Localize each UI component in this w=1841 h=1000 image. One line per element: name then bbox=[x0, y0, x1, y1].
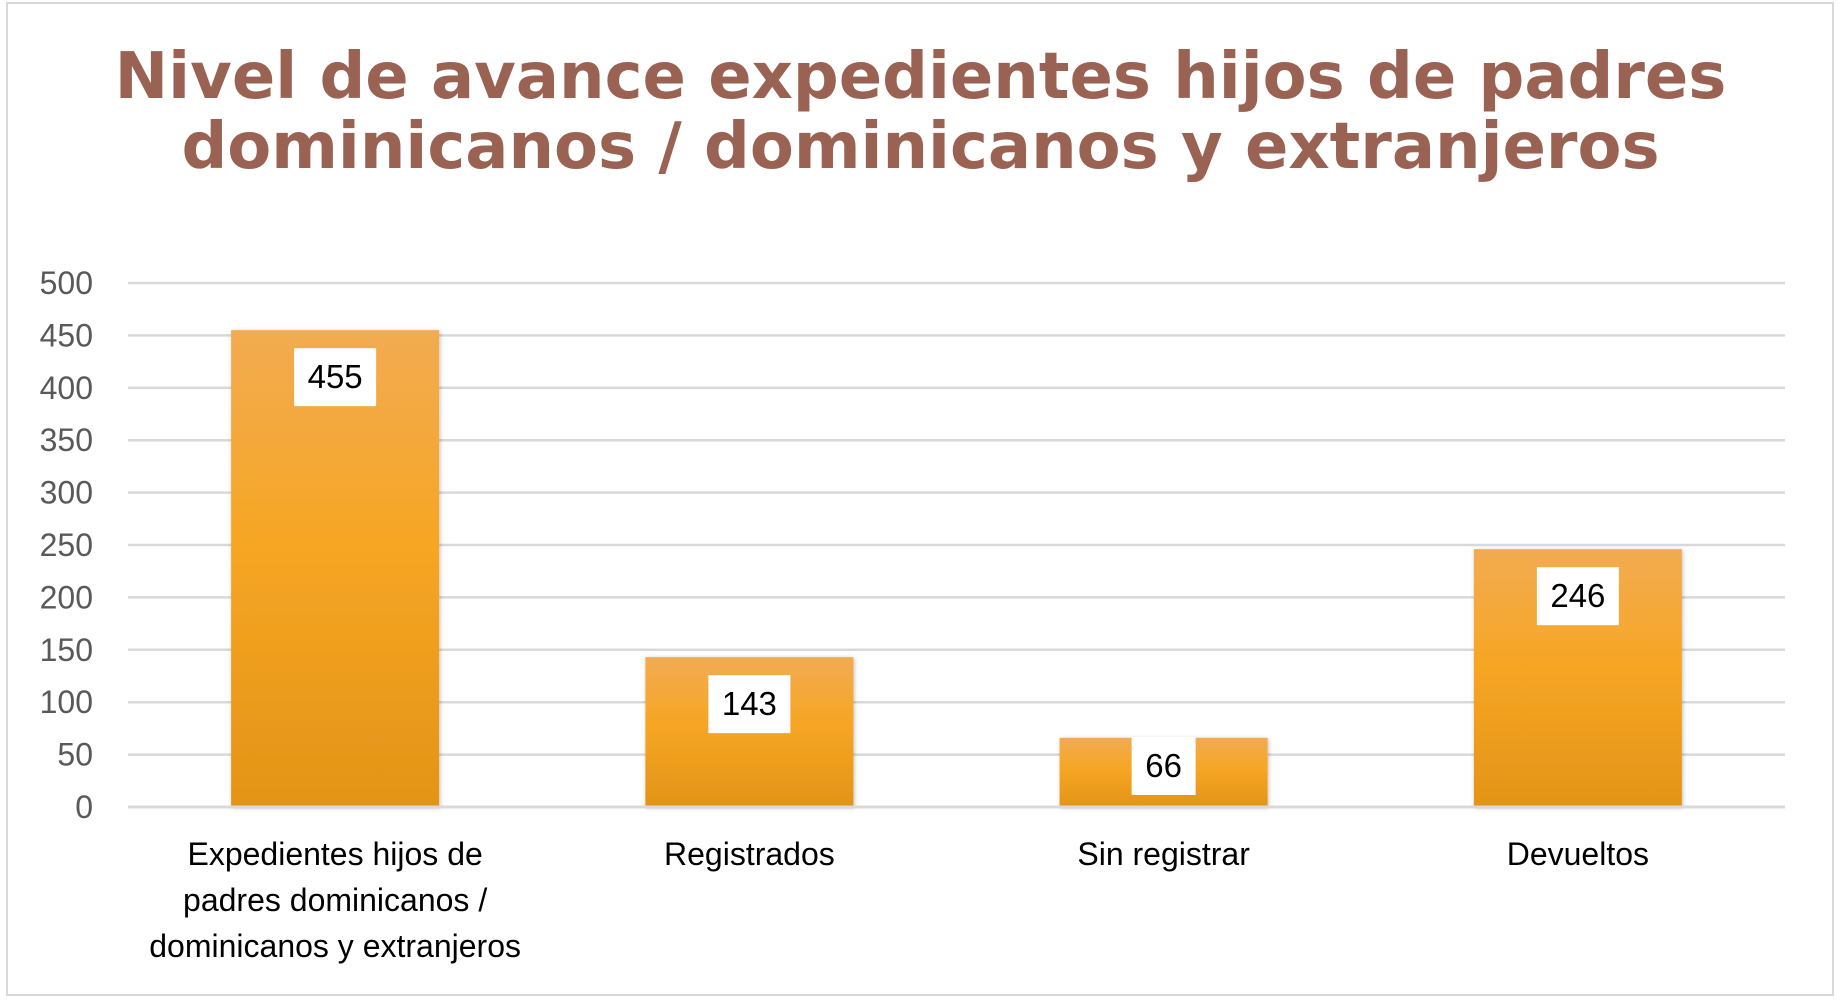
category-label-line: Devueltos bbox=[1507, 836, 1649, 872]
chart-title-line-1: Nivel de avance expedientes hijos de pad… bbox=[114, 40, 1727, 114]
data-label-box bbox=[1536, 567, 1619, 626]
y-tick-label: 350 bbox=[40, 422, 93, 458]
y-tick-label: 500 bbox=[40, 265, 93, 301]
data-label-value: 66 bbox=[1145, 747, 1182, 784]
data-label: 455 bbox=[294, 348, 377, 407]
bar bbox=[231, 330, 440, 807]
category-label: Devueltos bbox=[1507, 836, 1649, 872]
y-tick-label: 400 bbox=[40, 370, 93, 406]
y-tick-label: 300 bbox=[40, 475, 93, 511]
chart-title: Nivel de avance expedientes hijos de pad… bbox=[0, 42, 1841, 182]
y-tick-label: 50 bbox=[57, 737, 93, 773]
data-label-box bbox=[1131, 737, 1196, 795]
category-label-line: dominicanos y extranjeros bbox=[149, 928, 521, 964]
y-tick-label: 200 bbox=[40, 579, 93, 615]
category-label-line: Expedientes hijos de bbox=[187, 836, 482, 872]
data-label: 66 bbox=[1131, 737, 1196, 795]
y-tick-label: 100 bbox=[40, 684, 93, 720]
data-label-value: 143 bbox=[722, 685, 777, 722]
y-tick-label: 250 bbox=[40, 527, 93, 563]
y-tick-label: 0 bbox=[75, 789, 93, 825]
data-label: 246 bbox=[1536, 567, 1619, 626]
data-label: 143 bbox=[708, 675, 791, 734]
category-label-line: Registrados bbox=[664, 836, 835, 872]
data-label-value: 246 bbox=[1550, 577, 1605, 614]
data-label-value: 455 bbox=[308, 358, 363, 395]
data-label-box bbox=[294, 348, 377, 407]
bars bbox=[231, 330, 1682, 807]
category-label: Sin registrar bbox=[1077, 836, 1250, 872]
category-label: Registrados bbox=[664, 836, 835, 872]
category-label-line: Sin registrar bbox=[1077, 836, 1250, 872]
y-axis-tick-labels: 0 50 100 150 200 250 300 350 400 450 500 bbox=[40, 265, 93, 825]
y-tick-label: 450 bbox=[40, 317, 93, 353]
data-labels: 455 143 66 246 bbox=[294, 348, 1619, 795]
y-tick-label: 150 bbox=[40, 632, 93, 668]
category-label: Expedientes hijos de padres dominicanos /… bbox=[149, 836, 521, 964]
data-label-box bbox=[708, 675, 791, 734]
category-label-line: padres dominicanos / bbox=[183, 882, 487, 918]
chart-title-line-2: dominicanos / dominicanos y extranjeros bbox=[181, 110, 1660, 184]
x-axis-category-labels: Expedientes hijos de padres dominicanos /… bbox=[149, 836, 1649, 964]
